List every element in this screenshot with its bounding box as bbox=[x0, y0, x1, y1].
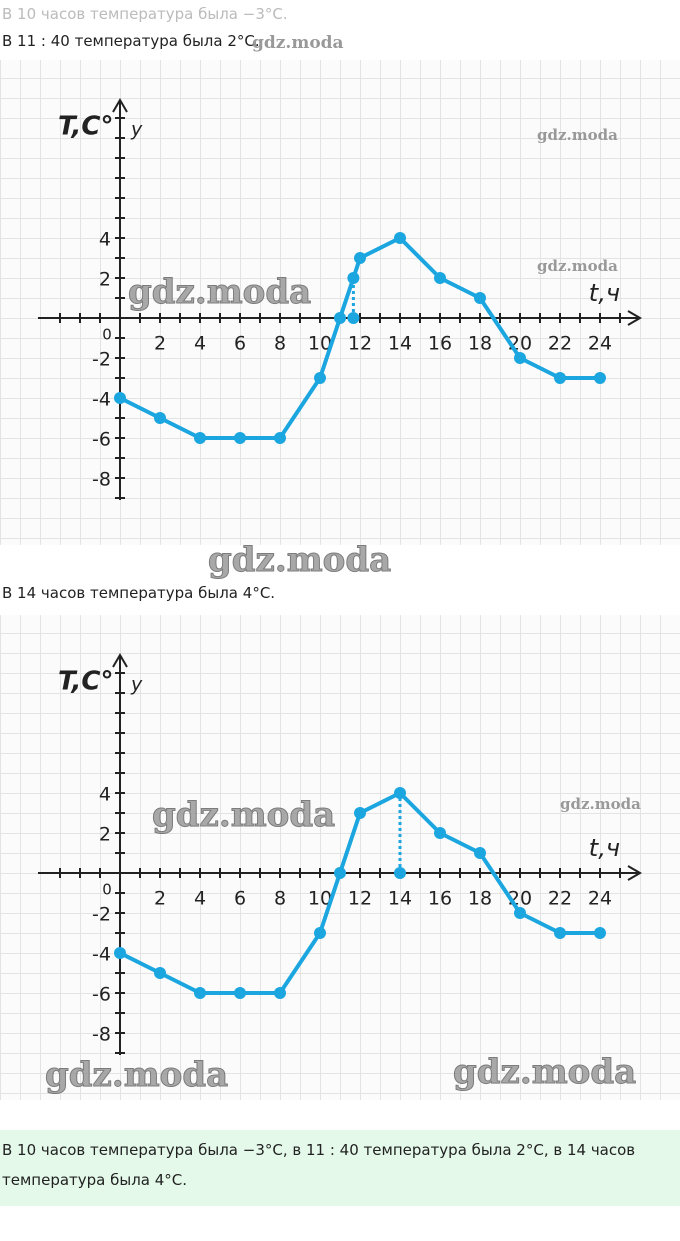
x-tick-label: 18 bbox=[468, 333, 492, 355]
x-tick-label: 4 bbox=[194, 333, 206, 355]
watermark: gdz.moda bbox=[537, 126, 618, 144]
x-tick-label: 18 bbox=[468, 888, 492, 910]
x-tick-label: 22 bbox=[548, 333, 572, 355]
watermark: gdz.moda bbox=[44, 1055, 229, 1096]
data-point bbox=[274, 987, 286, 999]
data-point bbox=[474, 292, 486, 304]
data-point bbox=[594, 927, 606, 939]
y-tick-label: -2 bbox=[92, 904, 111, 926]
y-tick-label: 4 bbox=[99, 784, 111, 806]
text-line: В 14 часов температура была 4°C. bbox=[2, 584, 276, 602]
y-tick-label: -4 bbox=[92, 944, 111, 966]
watermark: gdz.moda bbox=[452, 1052, 637, 1093]
data-point bbox=[194, 987, 206, 999]
data-point bbox=[434, 827, 446, 839]
data-point bbox=[554, 927, 566, 939]
x-tick-label: 8 bbox=[274, 333, 286, 355]
y-tick-label: -4 bbox=[92, 389, 111, 411]
x-axis-label: t,ч bbox=[589, 834, 620, 862]
x-tick-label: 2 bbox=[154, 888, 166, 910]
data-point bbox=[434, 272, 446, 284]
data-point bbox=[154, 967, 166, 979]
x-tick-label: 24 bbox=[588, 888, 612, 910]
y-tick-label: -8 bbox=[92, 1024, 111, 1046]
x-tick-label: 14 bbox=[388, 333, 412, 355]
data-point bbox=[474, 847, 486, 859]
watermark: gdz.moda bbox=[252, 33, 344, 53]
x-tick-label: 10 bbox=[308, 333, 332, 355]
y-axis-label: T,C° bbox=[58, 112, 114, 142]
data-point bbox=[354, 807, 366, 819]
data-point bbox=[554, 372, 566, 384]
x-tick-label: 16 bbox=[428, 333, 452, 355]
y-axis-arrow bbox=[112, 653, 128, 668]
origin-label: 0 bbox=[102, 881, 112, 899]
x-axis-arrow bbox=[627, 310, 642, 326]
chart-panel: 2 4 6 8 10 12 14 16 18 20 22 24 -8 -6 -4 -2 2 4 0 T,C° y t,ч … bbox=[0, 60, 680, 545]
x-tick-label: 4 bbox=[194, 888, 206, 910]
x-tick-label: 6 bbox=[234, 333, 246, 355]
x-axis-label: t,ч bbox=[589, 279, 620, 307]
y-tick-label: -2 bbox=[92, 349, 111, 371]
watermark: gdz.moda bbox=[537, 257, 618, 275]
answer-box: В 10 часов температура была −3°C, в 11 :… bbox=[0, 1130, 680, 1206]
y-axis-label: T,C° bbox=[58, 667, 114, 697]
y-tick-label: 2 bbox=[99, 269, 111, 291]
y-tick-label: 2 bbox=[99, 824, 111, 846]
text-line: В 10 часов температура была −3°C. bbox=[2, 5, 288, 23]
data-point bbox=[114, 947, 126, 959]
origin-label: 0 bbox=[102, 326, 112, 344]
data-point bbox=[114, 392, 126, 404]
x-tick-label: 22 bbox=[548, 888, 572, 910]
data-point bbox=[194, 432, 206, 444]
data-point bbox=[314, 372, 326, 384]
data-point bbox=[514, 907, 526, 919]
data-point bbox=[334, 312, 346, 324]
y-axis-name: y bbox=[130, 674, 143, 696]
guide-point bbox=[394, 867, 406, 879]
watermark: gdz.moda bbox=[560, 795, 641, 813]
x-tick-label: 16 bbox=[428, 888, 452, 910]
y-tick-label: -6 bbox=[92, 429, 111, 451]
y-tick-label: 4 bbox=[99, 229, 111, 251]
data-point bbox=[514, 352, 526, 364]
x-tick-label: 8 bbox=[274, 888, 286, 910]
data-point bbox=[154, 412, 166, 424]
x-tick-label: 14 bbox=[388, 888, 412, 910]
x-tick-label: 2 bbox=[154, 333, 166, 355]
data-point bbox=[234, 432, 246, 444]
y-axis-name: y bbox=[130, 119, 143, 141]
y-axis-arrow bbox=[112, 98, 128, 113]
x-tick-label: 10 bbox=[308, 888, 332, 910]
watermark: gdz.moda bbox=[127, 272, 312, 313]
data-line bbox=[119, 791, 600, 995]
data-point bbox=[234, 987, 246, 999]
chart-panel: 2 4 6 8 10 12 14 16 18 20 22 24 -8 -6 -4 -2 2 4 0 T,C° y t,ч … bbox=[0, 615, 680, 1100]
x-tick-label: 12 bbox=[348, 888, 372, 910]
data-point bbox=[394, 232, 406, 244]
data-point bbox=[334, 867, 346, 879]
y-tick-label: -6 bbox=[92, 984, 111, 1006]
data-point bbox=[394, 787, 406, 799]
data-point bbox=[314, 927, 326, 939]
y-tick-label: -8 bbox=[92, 469, 111, 491]
data-point bbox=[347, 272, 360, 284]
x-tick-label: 6 bbox=[234, 888, 246, 910]
x-tick-label: 12 bbox=[348, 333, 372, 355]
watermark: gdz.moda bbox=[207, 540, 392, 581]
data-point bbox=[274, 432, 286, 444]
data-point bbox=[594, 372, 606, 384]
watermark: gdz.moda bbox=[151, 795, 336, 836]
text-line: В 11 : 40 температура была 2°C. bbox=[2, 32, 260, 50]
guide-point bbox=[347, 312, 360, 324]
x-axis-arrow bbox=[627, 865, 642, 881]
data-point bbox=[354, 252, 366, 264]
x-tick-label: 24 bbox=[588, 333, 612, 355]
answer-text: В 10 часов температура была −3°C, в 11 :… bbox=[2, 1141, 636, 1189]
